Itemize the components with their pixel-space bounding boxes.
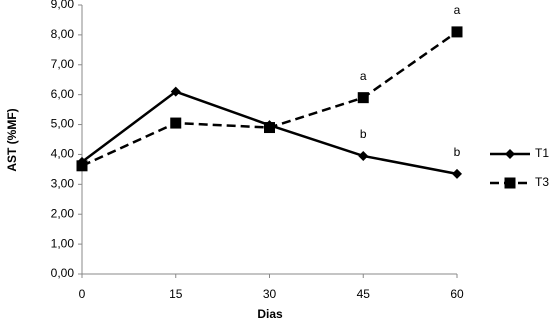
annotation: b — [454, 145, 461, 159]
x-tick-label: 60 — [450, 287, 464, 301]
annotation: b — [360, 127, 367, 141]
point — [357, 92, 369, 104]
point — [170, 86, 181, 97]
y-tick-label: 9,00 — [51, 0, 75, 11]
y-tick-label: 5,00 — [51, 117, 75, 131]
x-tick-label: 0 — [79, 287, 86, 301]
x-tick-label: 45 — [357, 287, 371, 301]
x-tick-label: 15 — [169, 287, 183, 301]
y-tick-label: 0,00 — [51, 266, 75, 280]
point — [451, 26, 463, 38]
point — [76, 160, 88, 172]
legend-marker — [504, 177, 516, 189]
legend-label: T1 — [535, 146, 549, 160]
y-tick-label: 8,00 — [51, 27, 75, 41]
point — [452, 168, 462, 179]
series-line — [81, 30, 458, 167]
y-tick-label: 2,00 — [51, 206, 75, 220]
y-tick-label: 7,00 — [51, 57, 75, 71]
y-tick-label: 4,00 — [51, 147, 75, 161]
point — [358, 150, 369, 161]
y-tick-label: 6,00 — [51, 87, 75, 101]
annotation: a — [360, 69, 367, 83]
y-tick-label: 1,00 — [51, 236, 75, 250]
legend-marker — [505, 149, 515, 159]
point — [170, 117, 182, 129]
y-tick-label: 3,00 — [51, 177, 75, 191]
legend-label: T3 — [535, 175, 549, 189]
annotation: a — [454, 3, 461, 17]
point — [264, 122, 275, 134]
y-axis-label: AST (%MF) — [5, 108, 19, 171]
x-axis-label: Dias — [257, 307, 283, 321]
x-tick-label: 30 — [263, 287, 277, 301]
